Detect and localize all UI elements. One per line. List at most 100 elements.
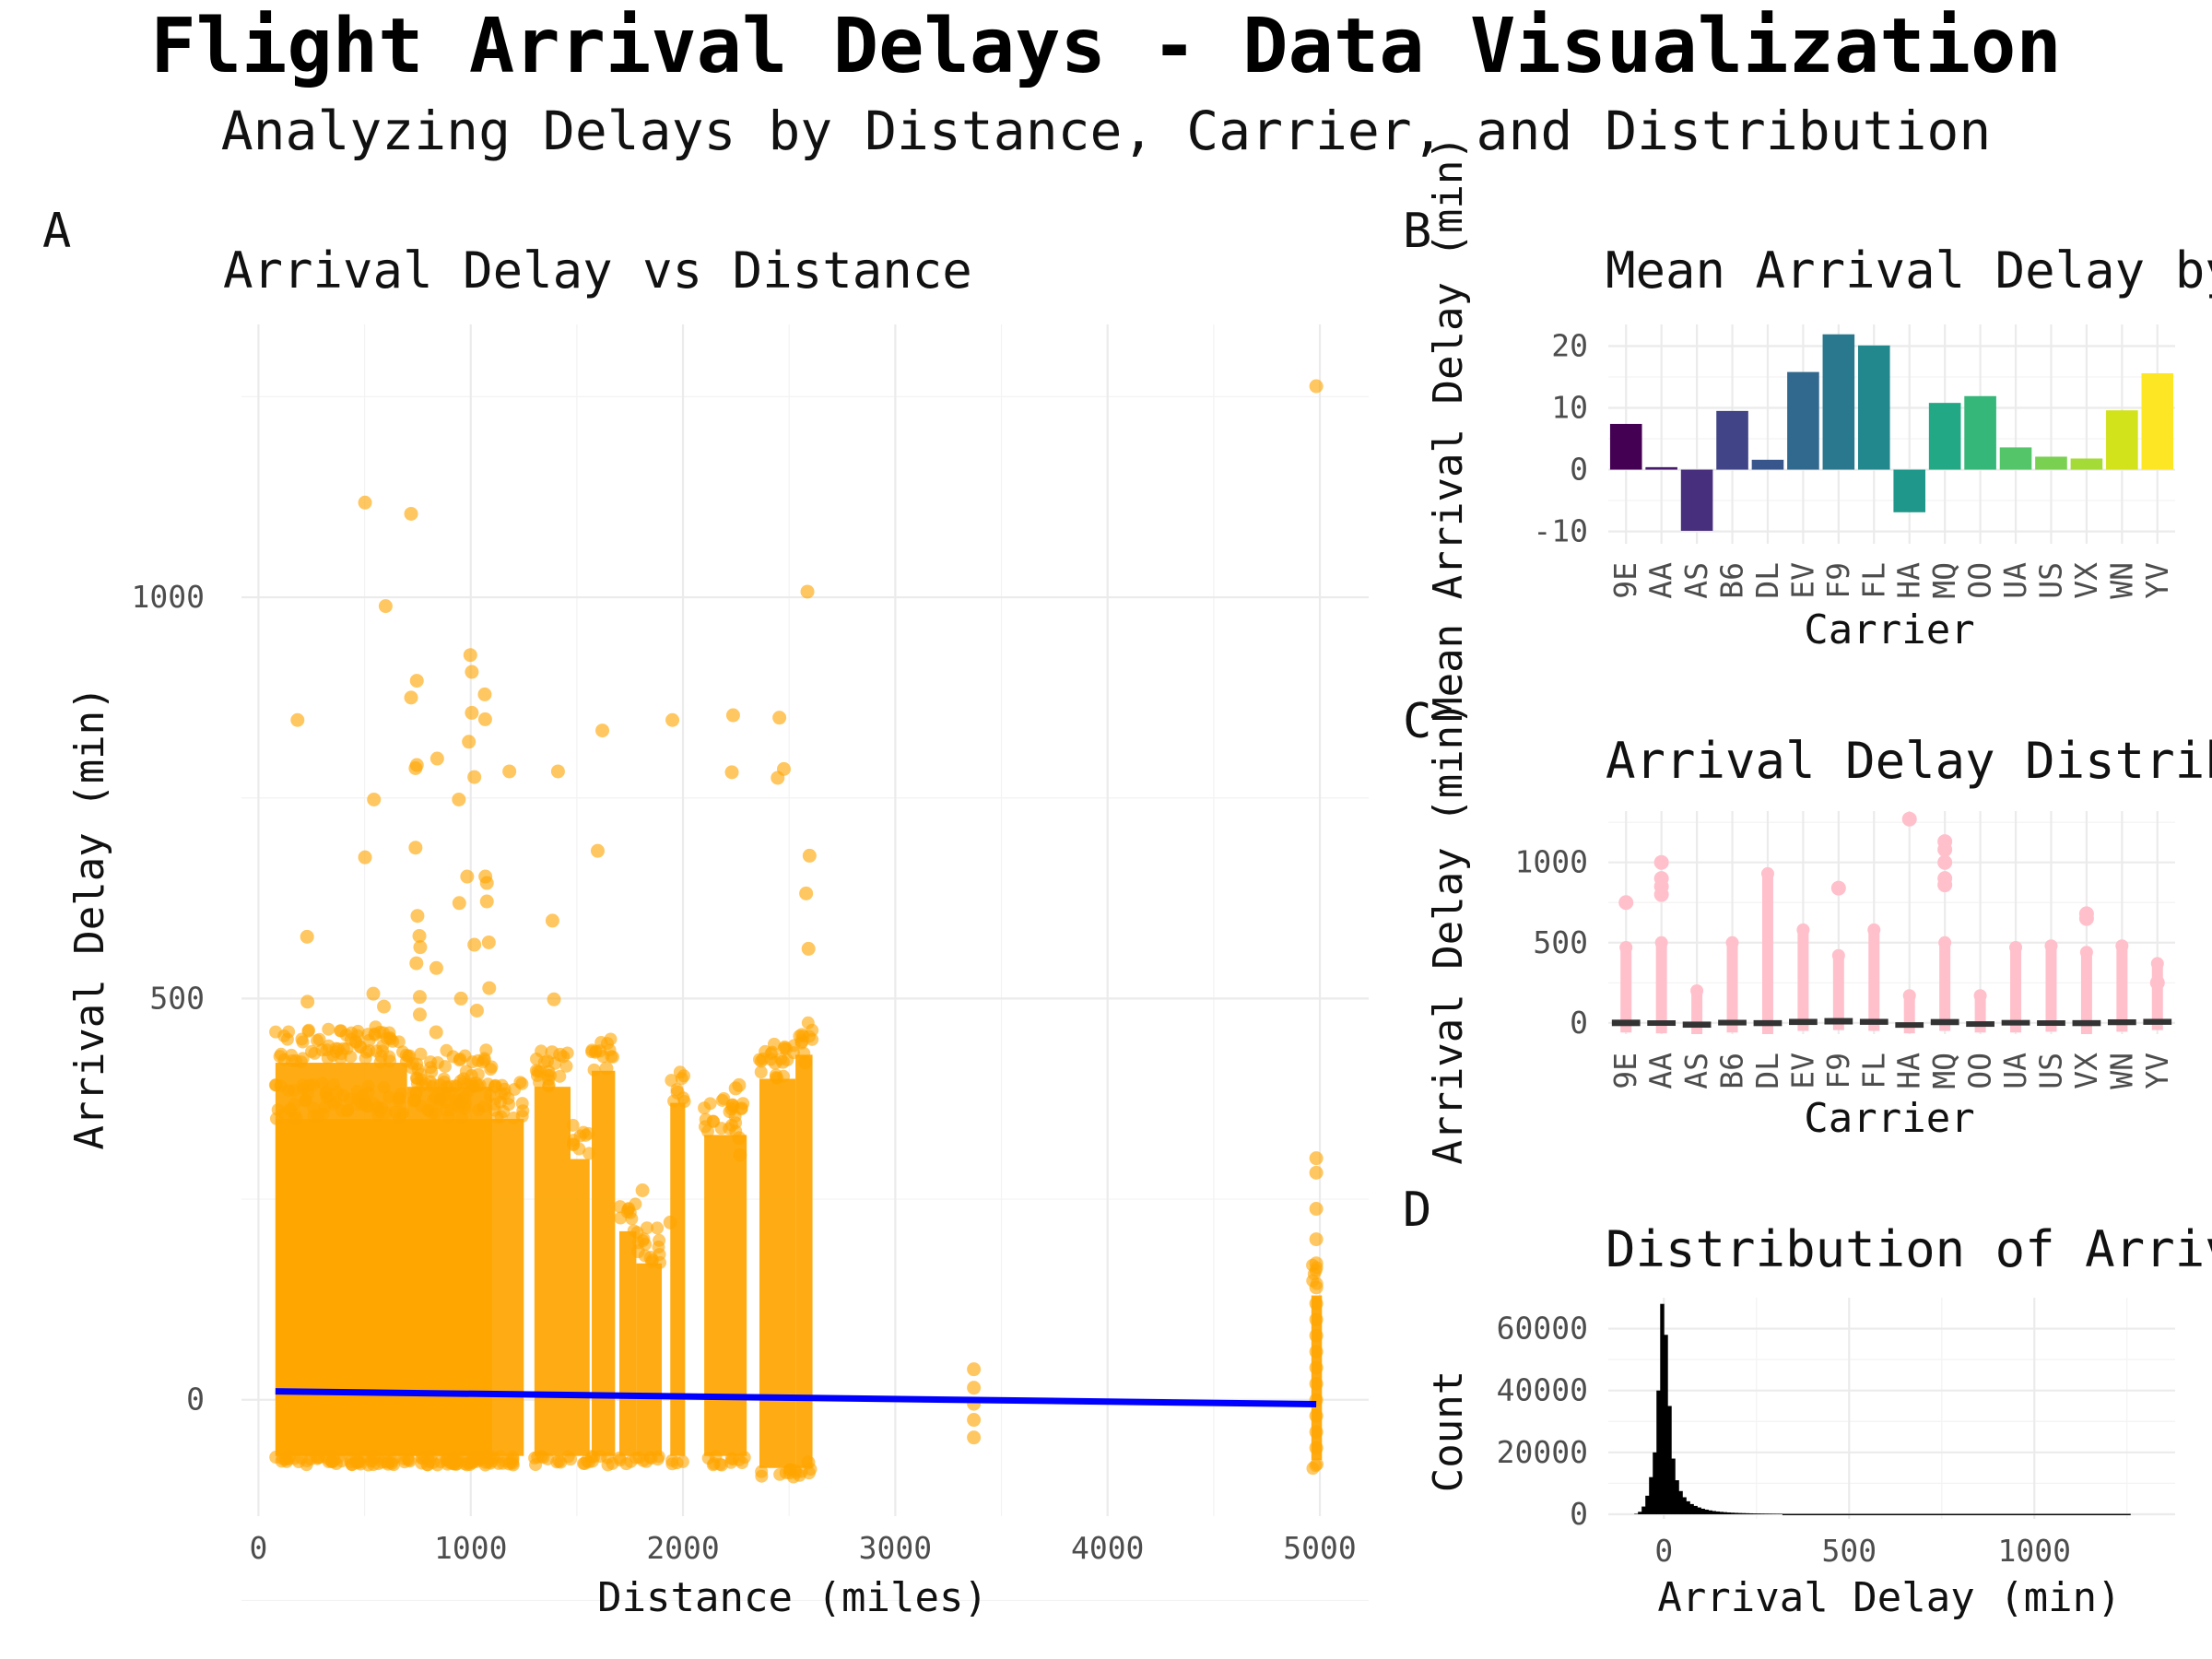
panel-c-point-strip-ua [2010,947,2022,1033]
panel-b-bar-b6 [1716,410,1748,470]
panel-a-point [465,705,479,720]
panel-a-point [359,1052,372,1065]
panel-c-point-strip-9e [1620,947,1632,1033]
panel-a-point [801,941,816,956]
panel-c-box-ua [2001,1019,2030,1026]
panel-a-point [378,599,393,614]
panel-a-y-tick-label: 1000 [132,579,205,615]
panel-a-point-cluster [406,1087,492,1456]
panel-c-point-strip-wn [2116,946,2128,1032]
panel-a-x-tick-label: 4000 [1071,1530,1144,1566]
panel-a-point [274,1047,288,1061]
panel-a-point [302,1023,316,1037]
panel-a-point [1309,1232,1324,1247]
panel-c-outlier [2149,975,2165,991]
panel-c-x-tick-label: EV [1784,1053,1820,1089]
panel-a-point [1309,1328,1324,1343]
panel-a-point [635,1182,650,1197]
panel-a-point [725,708,740,723]
panel-a-point [535,1450,548,1464]
panel-d-bin [1737,1512,1743,1514]
panel-d-bin [1712,1511,1716,1514]
panel-a-point-cluster [570,1159,590,1456]
panel-a-point [585,1450,599,1464]
panel-c-outlier [1901,811,1917,827]
panel-c-point [1867,923,1881,936]
panel-d-bin [1704,1509,1709,1514]
panel-a-point [412,1007,427,1022]
panel-a-point [409,956,424,971]
panel-b: B Mean Arrival Delay by Carrier -10 0 10 20… [1403,135,2212,722]
panel-a-point [452,792,466,806]
panel-c-outlier [1937,877,1953,893]
panel-a-point [269,1025,283,1039]
panel-a-point [733,1147,747,1162]
panel-d-x-tick-label: 1000 [1998,1533,2071,1569]
panel-a-point [515,1109,529,1123]
panel-a-point [476,1055,489,1069]
panel-a-point [545,913,559,928]
panel-a-point [732,1131,747,1146]
panel-a-point [326,1049,340,1063]
panel-a-point [675,1072,688,1086]
panel-a-point [429,751,444,766]
panel-a-point [587,1063,601,1077]
panel-c-x-tick-label: US [2032,1053,2068,1089]
panel-c-point [2115,939,2129,953]
panel-a-point [767,1037,781,1051]
panel-a-point [630,1244,645,1259]
panel-a-point [613,1200,627,1214]
panel-c-x-tick-label: B6 [1714,1053,1750,1089]
panel-a-point [553,1069,567,1083]
panel-d-bin [1730,1512,1735,1514]
panel-b-bar-as [1680,469,1713,531]
panel-a-point [412,928,427,943]
panel-a-point [322,1022,335,1036]
panel-a-point [479,876,494,890]
panel-c-point-strip-ev [1797,929,1809,1031]
panel-a-point [506,1452,520,1465]
panel-c-box-b6 [1718,1019,1747,1026]
panel-a-point [1309,1360,1324,1375]
panel-c-point-strip-vx [2080,952,2092,1034]
panel-a-point [724,765,739,780]
panel-a-point [446,1050,460,1064]
panel-b-bar-aa [1645,466,1677,470]
panel-b-x-tick-label: UA [1997,562,2033,599]
panel-c-box-dl [1753,1019,1783,1027]
panel-c-point [2009,940,2023,954]
panel-a-point [322,1454,335,1468]
panel-c-x-axis-title: Carrier [1804,1095,1974,1142]
panel-a-point [632,1451,646,1465]
panel-c-box-ev [1789,1018,1818,1026]
panel-a-point-cluster [759,1078,796,1468]
panel-a-point [463,648,477,663]
panel-a-y-axis-title: Arrival Delay (min) [66,686,113,1149]
panel-a-point [285,1048,299,1062]
panel-c-point [1725,935,1739,949]
panel-a-point [1309,1151,1324,1166]
panel-a-point [1309,1165,1324,1180]
panel-c-point-strip-us [2045,946,2057,1032]
panel-c-x-tick-label: VX [2068,1053,2104,1089]
panel-d-bin [1759,1513,1765,1514]
panel-a-x-tick-label: 1000 [434,1530,507,1566]
panel-a-point [368,1027,382,1041]
panel-a-point [534,1065,547,1078]
panel-c-x-tick-label: AS [1678,1053,1714,1089]
panel-c-point [2079,946,2093,959]
panel-d-bin [1719,1512,1724,1514]
panel-b-x-tick-label: VX [2068,562,2104,599]
panel-a-point [387,1458,401,1472]
panel-d-bin [1756,1513,1761,1514]
panel-a-point [800,584,815,599]
panel-b-x-tick-label: FL [1855,562,1891,599]
panel-c-point-strip-fl [1868,929,1880,1031]
panel-b-x-tick-label: DL [1749,562,1785,599]
panel-c-x-tick-label: 9E [1607,1053,1643,1089]
panel-a-point [625,1212,639,1226]
panel-a-point [404,506,418,521]
panel-a-point [651,1221,665,1235]
panel-c-point [1760,866,1774,880]
panel-d-bin [1675,1480,1679,1514]
